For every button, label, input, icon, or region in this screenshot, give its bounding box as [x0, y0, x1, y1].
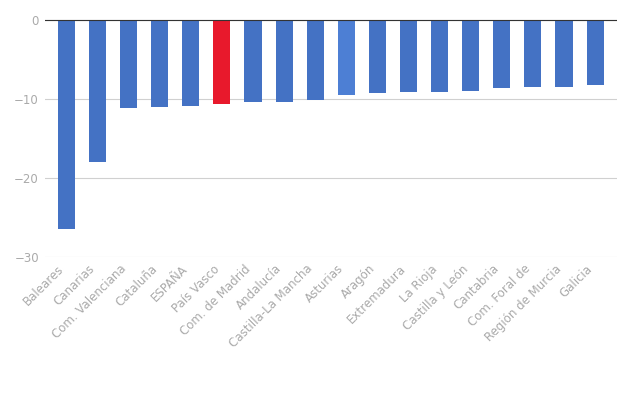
Bar [213, 20, 230, 104]
Bar [524, 20, 541, 87]
Bar [307, 20, 324, 100]
Bar [120, 20, 137, 108]
Bar [555, 20, 572, 87]
Bar [400, 20, 417, 92]
Bar [431, 20, 448, 92]
Bar [89, 20, 106, 162]
Bar [151, 20, 168, 107]
Bar [462, 20, 480, 91]
Bar [244, 20, 261, 102]
Bar [338, 20, 355, 95]
Bar [369, 20, 386, 93]
Bar [182, 20, 199, 106]
Bar [586, 20, 604, 85]
Bar [494, 20, 510, 88]
Bar [58, 20, 75, 229]
Bar [275, 20, 293, 102]
